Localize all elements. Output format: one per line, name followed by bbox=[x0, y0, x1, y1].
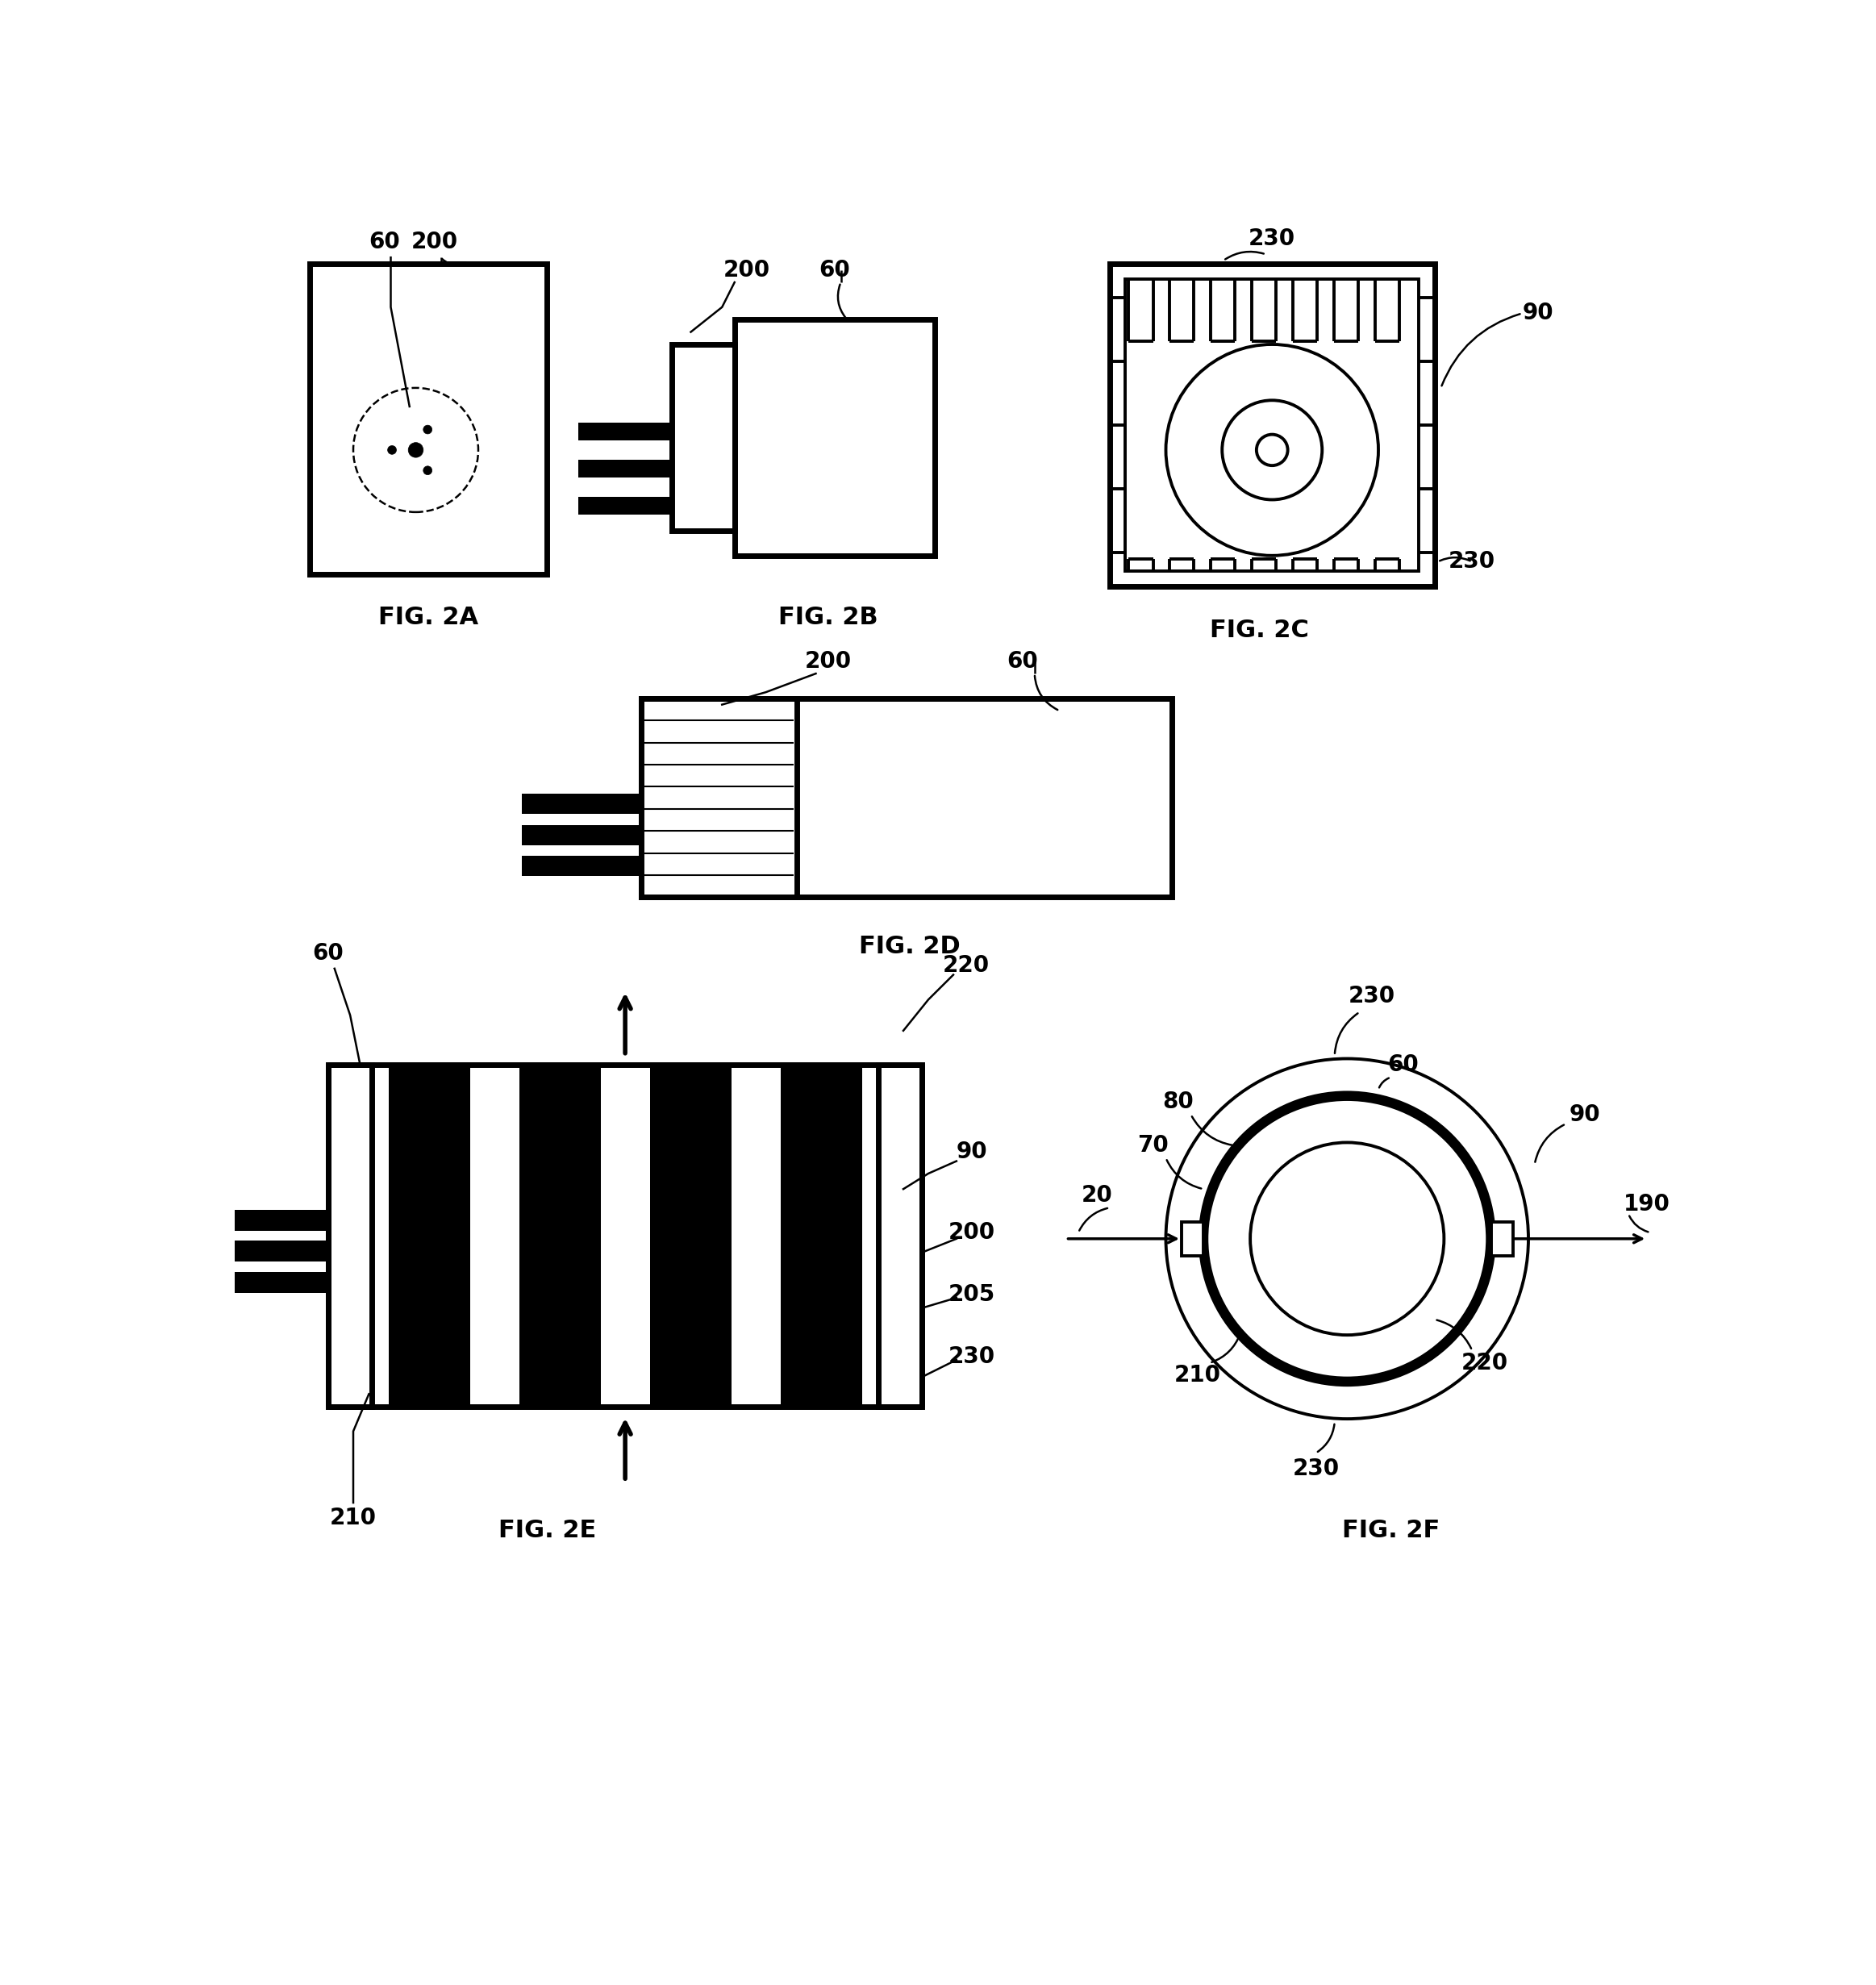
Text: 230: 230 bbox=[1349, 985, 1396, 1008]
Bar bbox=[578, 423, 672, 441]
Circle shape bbox=[1203, 1096, 1491, 1382]
Circle shape bbox=[1165, 1058, 1529, 1419]
Bar bbox=[1491, 1221, 1512, 1257]
Bar bbox=[520, 1064, 600, 1407]
Text: 190: 190 bbox=[1625, 1193, 1670, 1217]
Text: 230: 230 bbox=[1249, 228, 1296, 250]
Bar bbox=[642, 699, 797, 897]
Text: 210: 210 bbox=[1174, 1364, 1221, 1388]
Bar bbox=[642, 699, 1172, 897]
Text: 90: 90 bbox=[1568, 1104, 1600, 1125]
Bar bbox=[522, 826, 642, 846]
Text: 205: 205 bbox=[949, 1284, 996, 1306]
Bar bbox=[522, 794, 642, 814]
Text: 200: 200 bbox=[411, 230, 458, 254]
Text: FIG. 2E: FIG. 2E bbox=[499, 1519, 597, 1542]
Circle shape bbox=[424, 466, 431, 474]
Circle shape bbox=[409, 443, 424, 457]
Text: 60: 60 bbox=[820, 258, 850, 282]
Circle shape bbox=[1257, 435, 1287, 466]
Text: 200: 200 bbox=[949, 1221, 996, 1245]
Bar bbox=[310, 264, 548, 574]
Text: 230: 230 bbox=[1448, 550, 1495, 574]
Bar bbox=[878, 1064, 923, 1407]
Bar bbox=[780, 1064, 861, 1407]
Text: 70: 70 bbox=[1137, 1133, 1169, 1157]
Text: 230: 230 bbox=[1293, 1457, 1339, 1481]
Text: FIG. 2D: FIG. 2D bbox=[859, 935, 961, 959]
Text: FIG. 2C: FIG. 2C bbox=[1210, 619, 1309, 641]
Text: 200: 200 bbox=[805, 649, 852, 673]
Bar bbox=[203, 1209, 360, 1231]
Bar bbox=[1182, 1221, 1203, 1257]
Text: 80: 80 bbox=[1163, 1092, 1193, 1114]
Text: 220: 220 bbox=[1461, 1352, 1508, 1374]
Bar bbox=[672, 345, 735, 530]
Bar bbox=[1109, 264, 1435, 588]
Text: 60: 60 bbox=[313, 941, 343, 965]
Text: 90: 90 bbox=[1521, 302, 1553, 326]
Text: FIG. 2F: FIG. 2F bbox=[1341, 1519, 1439, 1542]
Bar bbox=[1126, 280, 1418, 572]
Circle shape bbox=[1165, 345, 1379, 556]
Bar bbox=[578, 496, 672, 514]
Circle shape bbox=[388, 447, 396, 455]
Circle shape bbox=[424, 425, 431, 435]
Bar bbox=[203, 1241, 360, 1262]
Text: 210: 210 bbox=[330, 1507, 377, 1530]
Text: FIG. 2B: FIG. 2B bbox=[779, 605, 878, 629]
Text: FIG. 2A: FIG. 2A bbox=[379, 605, 478, 629]
Text: 60: 60 bbox=[1006, 649, 1037, 673]
Bar bbox=[522, 856, 642, 875]
Bar bbox=[649, 1064, 732, 1407]
Bar bbox=[328, 1064, 371, 1407]
Text: 20: 20 bbox=[1081, 1183, 1112, 1207]
Bar bbox=[203, 1272, 360, 1292]
Text: 200: 200 bbox=[724, 258, 771, 282]
Bar bbox=[388, 1064, 471, 1407]
Bar bbox=[735, 320, 934, 556]
Circle shape bbox=[1249, 1143, 1445, 1336]
Circle shape bbox=[353, 387, 478, 512]
Text: 90: 90 bbox=[957, 1141, 987, 1163]
Text: 60: 60 bbox=[1388, 1054, 1418, 1076]
Text: 60: 60 bbox=[370, 230, 400, 254]
Text: 230: 230 bbox=[949, 1346, 996, 1368]
Circle shape bbox=[1221, 401, 1323, 500]
Bar bbox=[578, 461, 672, 476]
Text: 220: 220 bbox=[942, 955, 989, 977]
